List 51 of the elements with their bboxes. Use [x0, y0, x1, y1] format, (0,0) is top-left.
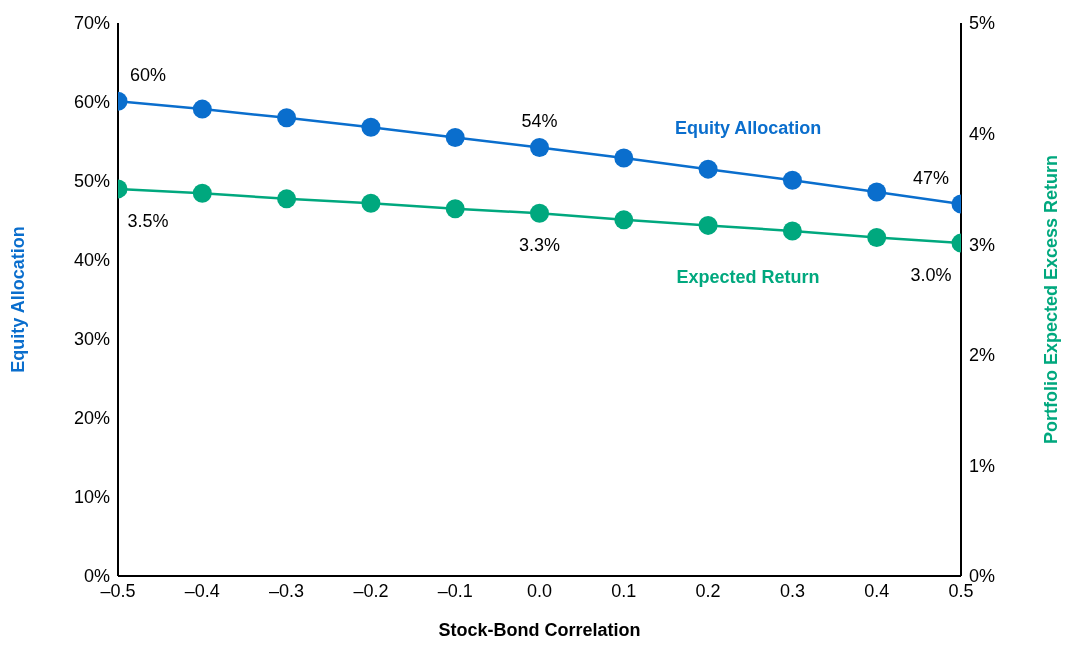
point — [530, 203, 549, 223]
y2-tick-label: 5% — [969, 13, 996, 34]
x-tick-label: 0.3 — [779, 580, 805, 601]
point — [867, 228, 887, 248]
data-label: 60% — [129, 65, 167, 86]
x-tick-label: –0.1 — [437, 580, 473, 601]
x-tick-label: –0.2 — [353, 580, 389, 601]
point — [614, 210, 634, 230]
series-label: Equity Allocation — [674, 118, 822, 139]
point — [277, 189, 297, 209]
point — [192, 99, 212, 119]
point — [277, 108, 297, 128]
x-tick-label: 0.1 — [611, 580, 637, 601]
point — [698, 215, 718, 235]
y-tick-label: 0% — [83, 566, 110, 587]
y2-axis-title: Portfolio Expected Excess Return — [1041, 154, 1062, 445]
y2-tick-label: 2% — [969, 345, 996, 366]
point — [361, 193, 381, 213]
x-axis-title: Stock-Bond Correlation — [438, 620, 641, 640]
x-tick-label: 0.4 — [864, 580, 890, 601]
data-label: 47% — [912, 167, 950, 188]
x-tick-label: 0.2 — [695, 580, 721, 601]
y-tick-label: 40% — [73, 250, 110, 271]
data-label: 54% — [521, 111, 558, 132]
x-tick-label: 0.0 — [526, 580, 553, 601]
data-label: 3.0% — [910, 265, 952, 286]
data-label: 3.5% — [127, 210, 169, 231]
point — [192, 183, 212, 203]
y2-tick-label: 4% — [969, 123, 996, 144]
point — [445, 199, 465, 219]
point — [782, 221, 802, 241]
y2-tick-label: 1% — [969, 455, 996, 476]
data-label: 3.3% — [518, 235, 561, 256]
point — [614, 148, 634, 168]
point — [361, 117, 381, 137]
x-tick-label: –0.4 — [184, 580, 220, 601]
y-axis-title: Equity Allocation — [8, 226, 29, 373]
x-tick-label: –0.3 — [269, 580, 305, 601]
point — [698, 159, 718, 179]
y-tick-label: 20% — [73, 408, 110, 429]
y2-tick-label: 3% — [969, 234, 996, 255]
point — [445, 128, 465, 148]
point — [782, 170, 802, 190]
point — [867, 182, 887, 202]
y-tick-label: 10% — [73, 487, 110, 508]
point — [530, 137, 549, 157]
y-tick-label: 50% — [73, 171, 110, 192]
y-tick-label: 60% — [73, 92, 110, 113]
y-tick-label: 70% — [73, 13, 110, 34]
y-tick-label: 30% — [73, 329, 110, 350]
series-label: Expected Return — [676, 267, 820, 288]
